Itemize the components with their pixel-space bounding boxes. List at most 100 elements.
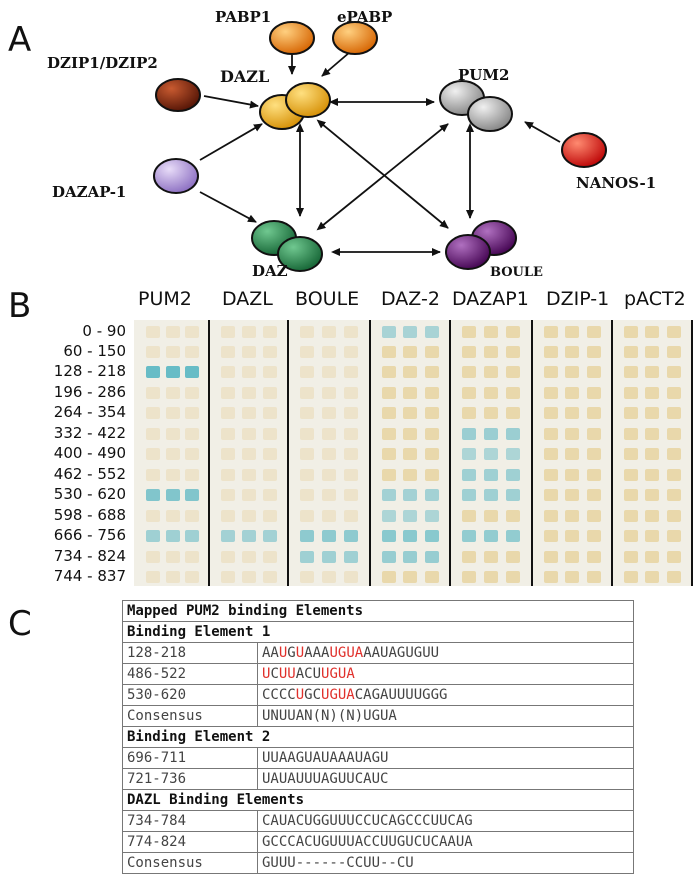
colony-spot [221, 407, 235, 419]
row-label: 744 - 837 [53, 567, 126, 585]
colony-spot [624, 530, 638, 542]
matched-nucleotides: U [262, 666, 271, 682]
colony-spot [666, 387, 681, 399]
colony-spot [382, 407, 396, 419]
colony-spot [544, 428, 558, 440]
colony-spot [263, 551, 277, 563]
colony-spot [146, 510, 160, 522]
colony-spot [242, 366, 256, 378]
row-position-label: 486-522 [122, 663, 258, 685]
colony-spot [221, 346, 235, 358]
colony-spot [586, 387, 601, 399]
column-divider [691, 320, 693, 586]
panel-b-yeast-two-hybrid-plate: B PUM2 DAZL BOULE DAZ-2 DAZAP1 DZIP-1 pA… [0, 286, 700, 596]
colony-spot [242, 407, 256, 419]
colony-spot [146, 571, 160, 583]
colony-spot [300, 366, 314, 378]
row-position-label: 734-784 [122, 810, 258, 832]
colony-spot [221, 530, 235, 542]
colony-spot [300, 326, 314, 338]
colony-spot [484, 448, 498, 460]
colony-spot [165, 530, 180, 542]
colony-spot [146, 469, 160, 481]
row-label: 462 - 552 [53, 465, 126, 483]
colony-spot [544, 387, 558, 399]
colony-spot [165, 346, 180, 358]
colony-spot [462, 428, 476, 440]
colony-spot [322, 428, 336, 440]
label-pum2: PUM2 [458, 66, 509, 84]
colony-spot [666, 407, 681, 419]
colony-spot [322, 489, 336, 501]
colony-spot [645, 346, 660, 358]
colony-spot [624, 510, 638, 522]
interaction-arrows [199, 51, 561, 256]
colony-spot [221, 428, 235, 440]
table-title-row: Mapped PUM2 binding Elements [122, 600, 634, 622]
colony-spot [322, 366, 336, 378]
arrow-dzip-dazl [203, 95, 259, 109]
row-sequence: UNUUAN(N)(N)UGUA [257, 705, 634, 727]
sequence-text: GCCCACUGUUUACCUUGUCUCAAUA [262, 834, 473, 850]
colony-spot [462, 387, 476, 399]
colony-spot [382, 387, 396, 399]
colony-spot [506, 448, 520, 460]
colony-spot [424, 428, 439, 440]
colony-spot [586, 551, 601, 563]
colony-spot [300, 551, 314, 563]
colony-spot [424, 530, 439, 542]
table-row: Consensus GUUU------CCUU--CU [122, 852, 634, 874]
label-dazap: DAZAP-1 [52, 183, 126, 201]
colony-spot [221, 326, 235, 338]
colony-spot [165, 469, 180, 481]
daz-node-b [277, 236, 323, 272]
colony-spot [185, 428, 200, 440]
colony-spot [462, 551, 476, 563]
column-divider [611, 320, 613, 586]
table-row: 128-218 AAUGUAAAUGUAAAUAGUGUU [122, 642, 634, 664]
row-position-label: Consensus [122, 705, 258, 727]
colony-spot [146, 530, 160, 542]
label-dazl: DAZL [220, 67, 269, 86]
arrow-daz-pum2 [316, 123, 449, 231]
colony-spot [624, 346, 638, 358]
colony-spot [645, 407, 660, 419]
colony-spot [242, 387, 256, 399]
colony-spot [300, 510, 314, 522]
colony-spot [185, 326, 200, 338]
colony-spot [565, 551, 580, 563]
label-epabp: ePABP [337, 8, 392, 26]
colony-spot [263, 366, 277, 378]
colony-spot [403, 428, 418, 440]
colony-spot [506, 571, 520, 583]
colony-spot [544, 530, 558, 542]
row-position-label: 721-736 [122, 768, 258, 790]
sequence-text: UAUAUUUAGUUCAUC [262, 771, 389, 787]
sequence-text: UNUUAN(N)(N)UGUA [262, 708, 397, 724]
colony-spot [645, 551, 660, 563]
colony-spot [544, 448, 558, 460]
colony-spot [506, 489, 520, 501]
colony-spot [544, 346, 558, 358]
section-header: Binding Element 1 [122, 621, 634, 643]
matched-nucleotides: UU [278, 666, 296, 682]
colony-spot [462, 510, 476, 522]
colony-spot [263, 489, 277, 501]
colony-spot [645, 489, 660, 501]
colony-spot [403, 326, 418, 338]
label-dzip: DZIP1/DZIP2 [47, 54, 158, 72]
colony-spot [544, 366, 558, 378]
colony-spot [146, 448, 160, 460]
row-position-label: 774-824 [122, 831, 258, 853]
column-divider [208, 320, 210, 586]
matched-nucleotides: U [295, 687, 305, 703]
colony-spot [624, 326, 638, 338]
colony-spot [424, 326, 439, 338]
sequence-text: C [270, 666, 279, 682]
row-label: 264 - 354 [53, 403, 126, 421]
matched-nucleotides: U [278, 645, 288, 661]
colony-spot [666, 346, 681, 358]
colony-spot [146, 366, 160, 378]
sequence-text: GUUU------CCUU--CU [262, 855, 414, 871]
colony-spot [165, 428, 180, 440]
